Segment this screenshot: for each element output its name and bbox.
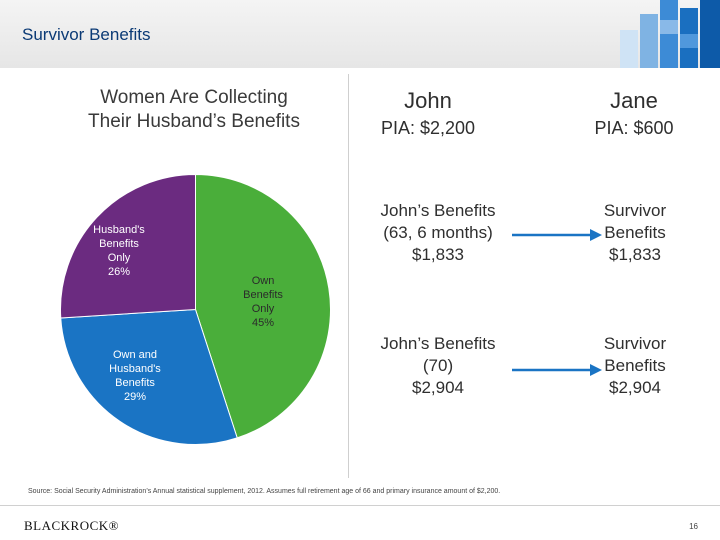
blackrock-logo: BLACKROCK® — [24, 518, 120, 533]
pie-slice-husbands-only — [60, 173, 196, 319]
jane-name: Jane — [610, 88, 658, 113]
arrow-right-icon — [512, 229, 602, 241]
slide-title: Survivor Benefits — [22, 25, 151, 44]
pie-label-line: Husband's — [109, 363, 161, 375]
jane-survivor-benefit-early: Survivor Benefits $1,833 — [590, 200, 680, 266]
pie-label-line: Benefits — [243, 289, 283, 301]
footer-divider — [0, 505, 720, 506]
pie-label-line: Husband's — [93, 224, 145, 236]
benefit-line: Survivor — [603, 334, 667, 353]
pie-slice-own-only — [195, 173, 331, 439]
pie-label-line: 45% — [251, 317, 275, 329]
benefit-line: (63, 6 months) — [383, 223, 493, 242]
john-name: John — [404, 88, 452, 113]
pie-label-line: 29% — [123, 391, 147, 403]
pie-slice-own-and-husbands — [60, 308, 238, 445]
pie-label-husbands-only: Husband's Benefits Only 26% — [84, 223, 154, 279]
benefit-line: Survivor — [603, 201, 667, 220]
pie-label-line: 26% — [107, 266, 131, 278]
pie-label-own-only: Own Benefits Only 45% — [228, 274, 298, 330]
vertical-divider — [348, 74, 349, 478]
pie-label-line: Own — [251, 275, 275, 287]
benefit-line: $1,833 — [609, 245, 661, 264]
pie-title-line2: Their Husband’s Benefits — [88, 111, 300, 132]
page-number: 16 — [689, 522, 698, 531]
pie-title-line1: Women Are Collecting — [100, 87, 288, 108]
benefit-line: (70) — [422, 356, 454, 375]
john-benefit-delayed: John’s Benefits (70) $2,904 — [354, 333, 522, 399]
pie-label-line: Benefits — [99, 238, 139, 250]
john-benefit-early: John’s Benefits (63, 6 months) $1,833 — [354, 200, 522, 266]
pie-label-line: Only — [107, 252, 131, 264]
pie-chart-svg — [60, 173, 331, 445]
benefit-line: $2,904 — [609, 378, 661, 397]
arrow-right-icon — [512, 364, 602, 376]
benefit-line: $1,833 — [412, 245, 464, 264]
pie-label-line: Benefits — [115, 377, 155, 389]
pie-chart-title: Women Are Collecting Their Husband’s Ben… — [44, 86, 344, 134]
benefit-line: John’s Benefits — [380, 334, 496, 353]
benefit-line: Benefits — [604, 223, 666, 242]
jane-survivor-benefit-delayed: Survivor Benefits $2,904 — [590, 333, 680, 399]
source-footnote: Source: Social Security Administration’s… — [28, 488, 501, 495]
decorative-cubes-graphic — [620, 0, 720, 68]
benefit-line: $2,904 — [412, 378, 464, 397]
benefit-line: Benefits — [604, 356, 666, 375]
pie-label-line: Own and — [112, 349, 158, 361]
pie-chart — [58, 172, 333, 447]
jane-pia: PIA: $600 — [594, 118, 674, 138]
john-pia: PIA: $2,200 — [380, 118, 476, 138]
pie-label-line: Only — [251, 303, 275, 315]
pie-label-own-and-husbands: Own and Husband's Benefits 29% — [100, 348, 170, 404]
slide-header: Survivor Benefits — [0, 0, 720, 68]
benefit-line: John’s Benefits — [380, 201, 496, 220]
